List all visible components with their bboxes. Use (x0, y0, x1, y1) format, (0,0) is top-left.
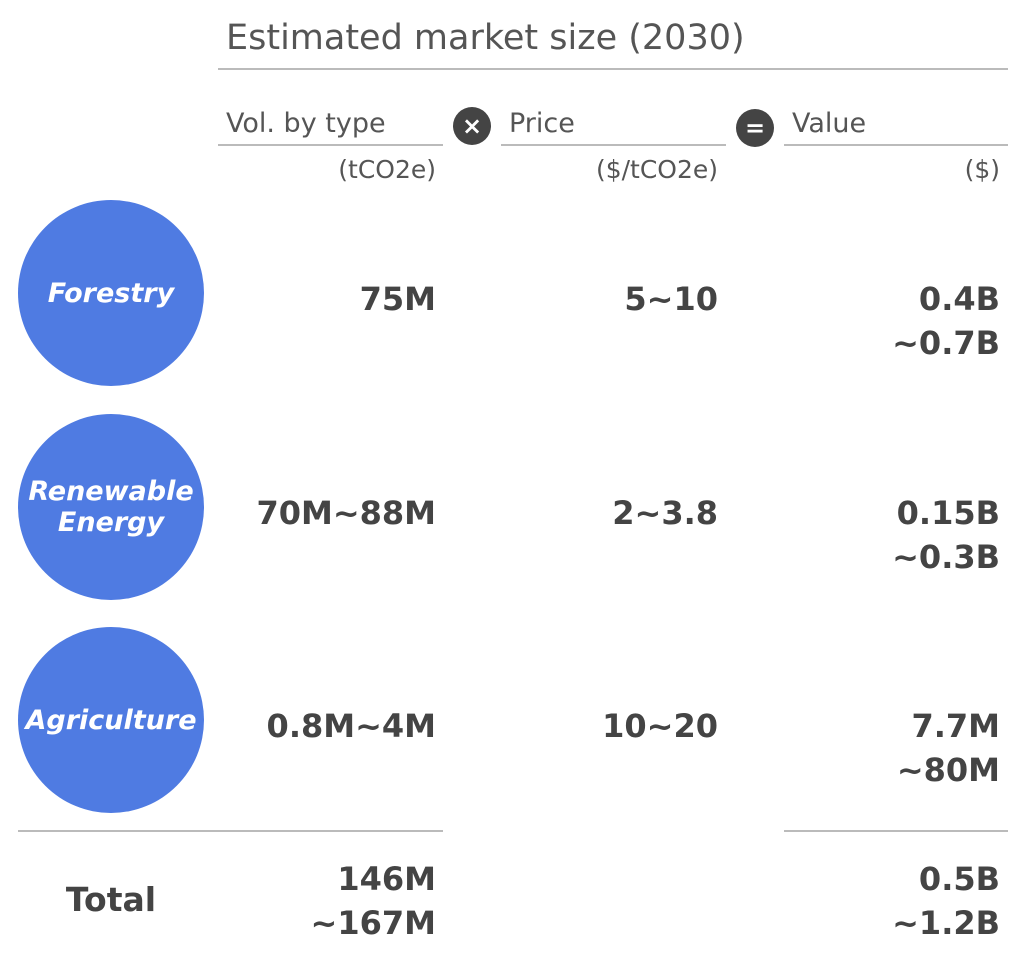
cell-line: 146M (337, 860, 436, 898)
column-unit: (tCO2e) (338, 155, 436, 184)
cell-price: 2~3.8 (501, 491, 718, 535)
column-header: Price (509, 108, 575, 139)
cell-volume: 70M~88M (218, 491, 436, 535)
multiply-icon: × (453, 107, 491, 145)
cell-line: 75M (359, 280, 436, 318)
header-rule (501, 144, 726, 146)
category-label: Renewable (28, 476, 194, 507)
header-rule (784, 144, 1008, 146)
cell-line: 70M~88M (256, 494, 436, 532)
cell-line: 7.7M (911, 707, 1000, 745)
category-label: Agriculture (25, 704, 197, 736)
column-header: Vol. by type (226, 108, 386, 139)
category-circle: Renewable Energy (18, 414, 204, 600)
cell-line: ~80M (896, 751, 1000, 789)
cell-line: ~0.7B (892, 324, 1000, 362)
total-volume: 146M ~167M (218, 857, 436, 945)
cell-price: 10~20 (501, 704, 718, 748)
cell-line: ~0.3B (892, 538, 1000, 576)
cell-line: 0.8M~4M (266, 707, 436, 745)
header-rule (218, 144, 443, 146)
cell-line: 10~20 (602, 707, 718, 745)
cell-value: 0.15B ~0.3B (784, 491, 1000, 579)
title: Estimated market size (2030) (226, 18, 745, 58)
total-rule (784, 830, 1008, 832)
category-circle: Agriculture (18, 627, 204, 813)
title-rule (218, 68, 1008, 70)
cell-line: ~167M (310, 904, 436, 942)
column-unit: ($/tCO2e) (595, 155, 718, 184)
cell-line: 2~3.8 (612, 494, 718, 532)
column-unit: ($) (964, 155, 1000, 184)
category-label: Forestry (47, 277, 175, 309)
cell-volume: 75M (218, 277, 436, 321)
total-rule (18, 830, 443, 832)
cell-line: 0.5B (918, 860, 1000, 898)
cell-value: 7.7M ~80M (784, 704, 1000, 792)
category-label: Energy (57, 507, 165, 538)
cell-line: 0.4B (918, 280, 1000, 318)
cell-line: 0.15B (896, 494, 1000, 532)
cell-value: 0.4B ~0.7B (784, 277, 1000, 365)
equals-icon: = (736, 109, 774, 147)
cell-price: 5~10 (501, 277, 718, 321)
total-label: Total (65, 880, 157, 919)
cell-line: 5~10 (624, 280, 718, 318)
category-circle: Forestry (18, 200, 204, 386)
total-value: 0.5B ~1.2B (784, 857, 1000, 945)
cell-line: ~1.2B (892, 904, 1000, 942)
column-header: Value (792, 108, 867, 139)
cell-volume: 0.8M~4M (218, 704, 436, 748)
